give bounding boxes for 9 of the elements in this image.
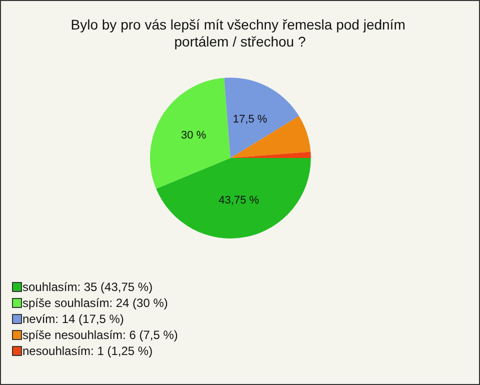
legend-label: nesouhlasím: 1 (1,25 %) xyxy=(22,344,153,358)
chart-title: Bylo by pro vás lepší mít všechny řemesla pod jedním portálem / střechou ? xyxy=(70,16,410,50)
data-label: 17,5 % xyxy=(232,114,268,126)
data-label: 30 % xyxy=(181,129,206,142)
data-label: 43,75 % xyxy=(218,194,260,206)
legend-label: souhlasím: 35 (43,75 %) xyxy=(22,280,153,294)
legend-label: spíše nesouhlasím: 6 (7,5 %) xyxy=(22,328,178,342)
legend-label: spíše souhlasím: 24 (30 %) xyxy=(22,296,168,310)
legend-label: nevím: 14 (17,5 %) xyxy=(22,312,124,326)
